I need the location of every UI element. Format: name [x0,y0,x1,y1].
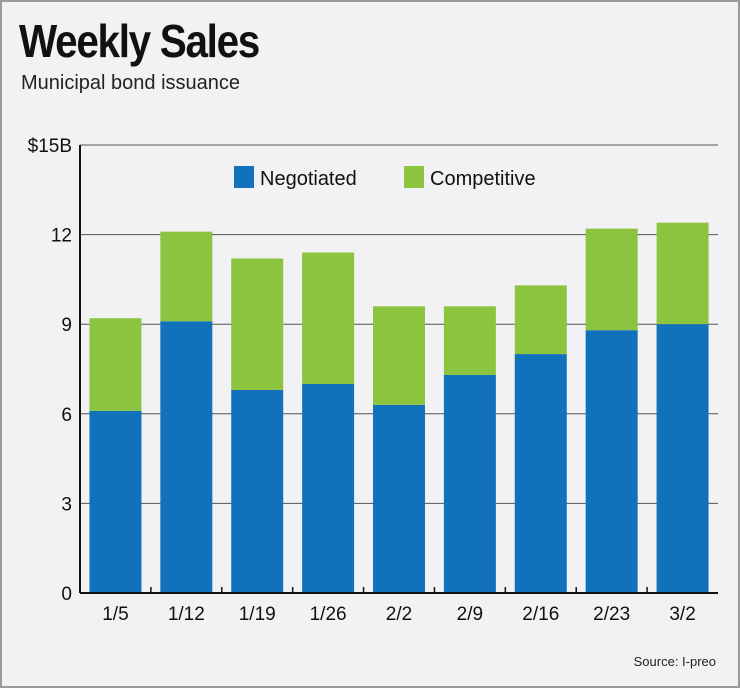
bar-negotiated [302,383,355,593]
bar-competitive [231,258,284,390]
bar-negotiated [373,404,425,593]
legend-swatch-competitive [404,166,424,188]
y-tick-label: 6 [61,405,72,426]
bar-competitive [89,318,142,411]
bar-negotiated [585,330,638,593]
y-tick-label: 9 [61,315,72,336]
bar-negotiated [89,410,142,593]
bar-competitive [514,285,567,355]
x-tick-label: 1/19 [239,604,276,625]
y-tick-label: 3 [61,494,72,515]
x-tick-label: 1/12 [168,604,205,625]
y-tick-label: 12 [51,226,72,247]
chart-title: Weekly Sales [19,15,260,67]
bar-competitive [373,306,425,405]
bar-negotiated [514,354,567,593]
source-note: Source: I-preo [633,654,716,669]
bar-competitive [585,228,638,331]
x-tick-label: 2/16 [522,604,559,625]
y-tick-label: 0 [61,584,72,605]
x-tick-label: 2/9 [457,604,483,625]
legend-label-negotiated: Negotiated [260,168,357,190]
bar-negotiated [656,324,709,593]
legend-label-competitive: Competitive [430,168,536,190]
bar-competitive [302,252,355,384]
chart-subtitle: Municipal bond issuance [21,72,241,94]
bar-competitive [443,306,496,375]
x-tick-label: 1/26 [310,604,347,625]
y-tick-label: $15B [28,136,72,157]
legend-swatch-negotiated [234,166,254,188]
x-tick-label: 1/5 [102,604,128,625]
x-tick-label: 2/23 [593,604,630,625]
bar-negotiated [443,374,496,593]
bar-negotiated [160,321,213,593]
bar-negotiated [231,389,284,593]
x-tick-label: 3/2 [669,604,695,625]
bar-competitive [160,231,213,322]
x-tick-label: 2/2 [386,604,412,625]
bar-competitive [656,222,709,325]
